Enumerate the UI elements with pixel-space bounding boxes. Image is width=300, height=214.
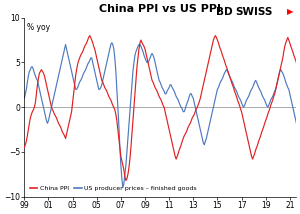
Title: China PPI vs US PPI: China PPI vs US PPI xyxy=(99,4,221,14)
Text: % yoy: % yoy xyxy=(27,23,50,32)
Text: SWISS: SWISS xyxy=(236,7,273,18)
Text: ▶: ▶ xyxy=(286,7,293,16)
Text: BD: BD xyxy=(216,7,232,18)
Legend: China PPI, US producer prices – finished goods: China PPI, US producer prices – finished… xyxy=(28,183,199,193)
